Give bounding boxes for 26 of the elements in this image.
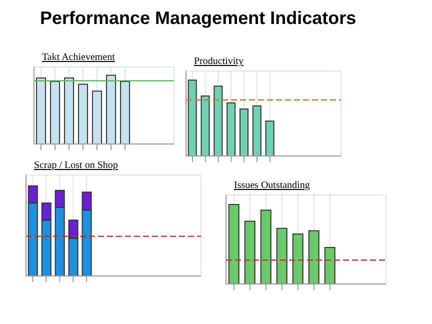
bar (188, 80, 197, 156)
chart-title: Productivity (193, 56, 244, 69)
bar (214, 86, 223, 156)
bar (106, 74, 116, 144)
bar (308, 230, 320, 284)
bar (324, 246, 336, 284)
bar (92, 90, 102, 144)
chart-title: Scrap / Lost on Shop (33, 160, 119, 173)
text: Performance Management Indicators (40, 8, 358, 29)
bar (200, 96, 210, 156)
bar (260, 210, 272, 284)
bar (244, 220, 256, 284)
bar (265, 120, 274, 156)
bar (64, 78, 74, 144)
bar (50, 80, 60, 144)
bar (228, 204, 240, 284)
bar (120, 80, 130, 144)
bar (292, 233, 304, 284)
bar (36, 78, 46, 144)
chart-title: Issues Outstanding (233, 180, 311, 193)
bar (239, 108, 248, 156)
chart-title: Takt Achievement (41, 52, 116, 65)
bar (226, 102, 236, 156)
bar (276, 228, 288, 284)
bar (252, 105, 262, 156)
bar (78, 84, 88, 144)
